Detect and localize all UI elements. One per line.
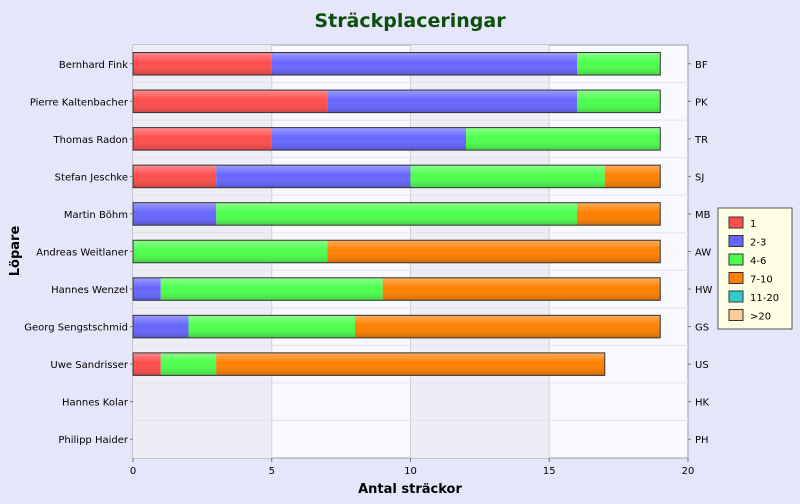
y-tick-label: Uwe Sandrisser [50, 360, 128, 371]
bar-segment-shade [466, 127, 661, 151]
y2-tick-label: BF [695, 60, 708, 71]
x-tick-label: 20 [682, 466, 695, 477]
y-tick-label: Martin Böhm [64, 210, 128, 221]
legend-swatch [728, 272, 744, 284]
bar-segment-shade [327, 240, 661, 263]
bar-segment-shade [216, 165, 411, 188]
x-tick-label: 10 [404, 466, 417, 477]
bar-segment-shade [271, 52, 577, 76]
legend-swatch [728, 309, 744, 321]
legend-swatch [728, 253, 744, 266]
y-axis-label: Löpare [8, 226, 23, 277]
bar-segment-shade [577, 52, 661, 76]
y-tick-label: Thomas Radon [53, 135, 128, 146]
legend-label: 11-20 [750, 293, 779, 304]
y-tick-label: Hannes Wenzel [51, 285, 128, 296]
bar-segment-shade [133, 352, 161, 376]
bar-segment-shade [355, 315, 661, 338]
bars-layer [132, 52, 661, 376]
bar-segment-shade [577, 90, 661, 113]
y2-tick-label: PK [695, 97, 708, 108]
bar-segment-shade [216, 352, 605, 376]
y-tick-label: Georg Sengstschmid [24, 323, 128, 334]
bar-segment-shade [604, 165, 661, 188]
bar-segment-shade [133, 90, 328, 113]
legend-swatch [728, 235, 744, 247]
legend-swatch [728, 290, 744, 303]
y-tick-label: Bernhard Fink [59, 60, 128, 71]
legend-label: >20 [750, 312, 771, 323]
bar-segment-shade [160, 352, 217, 376]
x-tick-label: 15 [543, 466, 556, 477]
bar-segment-shade [133, 240, 328, 263]
bar-segment-shade [327, 90, 577, 113]
y-tick-label: Hannes Kolar [62, 398, 129, 409]
y2-tick-label: GS [695, 323, 709, 334]
y2-labels-layer: BF PK TR SJ MB AW HW GS US HK PH [688, 60, 713, 446]
x-axis-label: Antal sträckor [358, 482, 462, 497]
y2-tick-label: AW [695, 248, 711, 259]
y-labels-layer: Bernhard Fink Pierre Kaltenbacher Thomas R… [24, 60, 133, 446]
bar-segment-shade [216, 202, 577, 226]
chart-title: Sträckplaceringar [314, 10, 506, 32]
y2-tick-label: TR [694, 135, 708, 146]
y2-tick-label: HK [695, 398, 710, 409]
bar-segment-shade [160, 277, 383, 301]
y-tick-label: Pierre Kaltenbacher [30, 97, 129, 108]
y2-tick-label: HW [695, 285, 713, 296]
legend-label: 1 [750, 219, 756, 230]
bar-segment-shade [133, 202, 217, 226]
x-tick-label: 0 [130, 466, 136, 477]
bar-segment-shade [133, 277, 161, 301]
bar-segment-shade [410, 165, 605, 188]
bar-segment-shade [133, 52, 272, 76]
bar-segment-shade [133, 165, 217, 188]
y-tick-label: Stefan Jeschke [55, 172, 128, 183]
x-tick-label: 5 [269, 466, 275, 477]
y2-tick-label: MB [695, 210, 711, 221]
legend-label: 2-3 [750, 238, 766, 249]
y2-tick-label: SJ [695, 172, 704, 183]
legend-swatch [728, 216, 744, 229]
bar-segment-shade [133, 315, 189, 338]
bar-segment-shade [188, 315, 355, 338]
y2-tick-label: US [695, 360, 709, 371]
y-tick-label: Philipp Haider [58, 435, 129, 446]
bar-segment-shade [133, 127, 272, 151]
legend-label: 7-10 [750, 275, 773, 286]
bar-segment-shade [382, 277, 661, 301]
y2-tick-label: PH [695, 435, 709, 446]
bar-segment-shade [271, 127, 466, 151]
y-tick-label: Andreas Weitlaner [36, 248, 129, 259]
legend: 1 2-3 4-6 7-10 11-20 >20 [717, 207, 793, 330]
x-ticks-layer: 0 5 10 15 20 [130, 458, 695, 477]
bar-segment-shade [577, 202, 661, 226]
legend-label: 4-6 [750, 256, 766, 267]
